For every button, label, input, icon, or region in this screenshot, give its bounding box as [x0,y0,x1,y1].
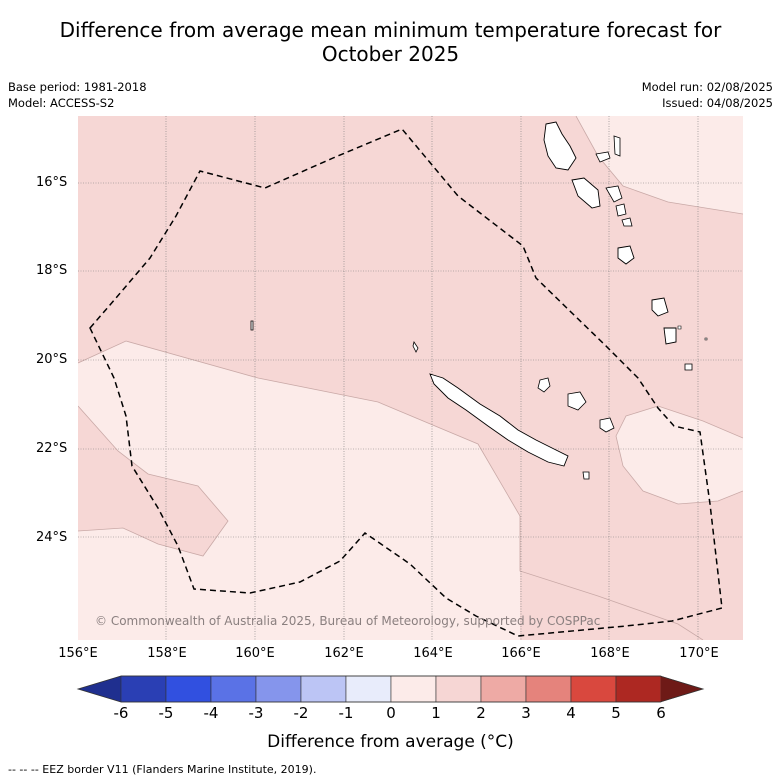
colorbar-swatch [120,675,167,703]
anomaly-patch-west [78,406,228,556]
colorbar-swatch [165,675,212,703]
cb-tick-2: 2 [476,704,486,722]
eez-border [89,128,723,637]
lat-label-20s: 20°S [36,352,68,367]
anomaly-field-0-1-southwest [78,341,520,640]
colorbar-swatch [480,675,527,703]
meta-right: Model run: 02/08/2025 Issued: 04/08/2025 [642,79,773,111]
island-maewo [613,135,621,157]
title-line-2: October 2025 [321,42,460,66]
colorbar-swatch [390,675,437,703]
colorbar-swatch [615,675,662,703]
island-tanna [663,327,677,345]
colorbar-swatches [78,675,703,703]
cb-tick-6: 6 [656,704,666,722]
island-shepherd [621,217,633,227]
island-erromango [651,297,669,317]
contour-lines [78,116,743,640]
island-epi [615,203,627,217]
cb-tick-1: 1 [431,704,441,722]
model-name: Model: ACCESS-S2 [8,96,115,110]
colorbar-swatch [210,675,257,703]
meta-left: Base period: 1981-2018 Model: ACCESS-S2 [8,79,147,111]
island-ambae [595,151,611,163]
islet-belep [412,341,419,353]
lon-label-170e: 170°E [679,646,719,661]
cb-tick-5: 5 [611,704,621,722]
anomaly-patch-south [520,571,703,640]
islet-futuna [677,325,682,330]
colorbar-swatch [525,675,572,703]
lon-label-160e: 160°E [235,646,275,661]
anomaly-field-0-1-east [616,406,743,504]
colorbar-swatch [300,675,347,703]
cb-tick-4: 4 [566,704,576,722]
colorbar-swatch [255,675,302,703]
colorbar-swatch [435,675,482,703]
lon-label-156e: 156°E [58,646,98,661]
island-lifou [567,391,587,411]
graticule [78,116,743,640]
lon-label-158e: 158°E [147,646,187,661]
island-malekula [571,177,601,209]
lon-label-164e: 164°E [413,646,453,661]
cb-tick-0: 0 [386,704,396,722]
colorbar-swatch [345,675,392,703]
lon-label-162e: 162°E [324,646,364,661]
anomaly-patch-sw-corner [78,606,103,640]
lat-label-22s: 22°S [36,441,68,456]
colorbar-extend-low [78,676,121,702]
island-ambrym [605,185,623,203]
cb-tick-minus6: -6 [113,704,129,722]
model-run: Model run: 02/08/2025 [641,80,773,94]
lat-label-24s: 24°S [36,530,68,545]
islet-chesterfield [250,320,254,331]
map-title: Difference from average mean minimum tem… [0,18,781,66]
cb-tick-3: 3 [521,704,531,722]
island-walpole [582,471,590,480]
cb-tick-minus3: -3 [248,704,264,722]
island-aneityum [684,363,693,371]
colorbar-outline [76,675,705,703]
issued-date: Issued: 04/08/2025 [662,96,773,110]
cb-tick-minus5: -5 [158,704,174,722]
copyright-notice: © Commonwealth of Australia 2025, Bureau… [95,614,601,628]
cb-tick-minus4: -4 [203,704,219,722]
islet-matthew [704,337,708,341]
lat-label-18s: 18°S [36,263,68,278]
colorbar-title: Difference from average (°C) [267,732,514,752]
title-line-1: Difference from average mean minimum tem… [59,18,722,42]
map-panel[interactable] [78,116,743,640]
colorbar-extend-high [661,676,703,702]
eez-footnote: -- -- -- EEZ border V11 (Flanders Marine… [8,763,317,776]
map-canvas [78,116,743,640]
base-period: Base period: 1981-2018 [8,80,147,94]
colorbar-swatch [570,675,617,703]
cb-tick-minus1: -1 [338,704,354,722]
island-espiritu-santo [543,121,577,171]
lon-label-168e: 168°E [590,646,630,661]
lon-label-166e: 166°E [501,646,541,661]
landmass-new-caledonia [429,373,569,467]
island-efate [617,245,635,265]
lat-label-16s: 16°S [36,175,68,190]
cb-tick-minus2: -2 [293,704,309,722]
island-mare [599,417,615,433]
island-ouvea [537,377,551,393]
